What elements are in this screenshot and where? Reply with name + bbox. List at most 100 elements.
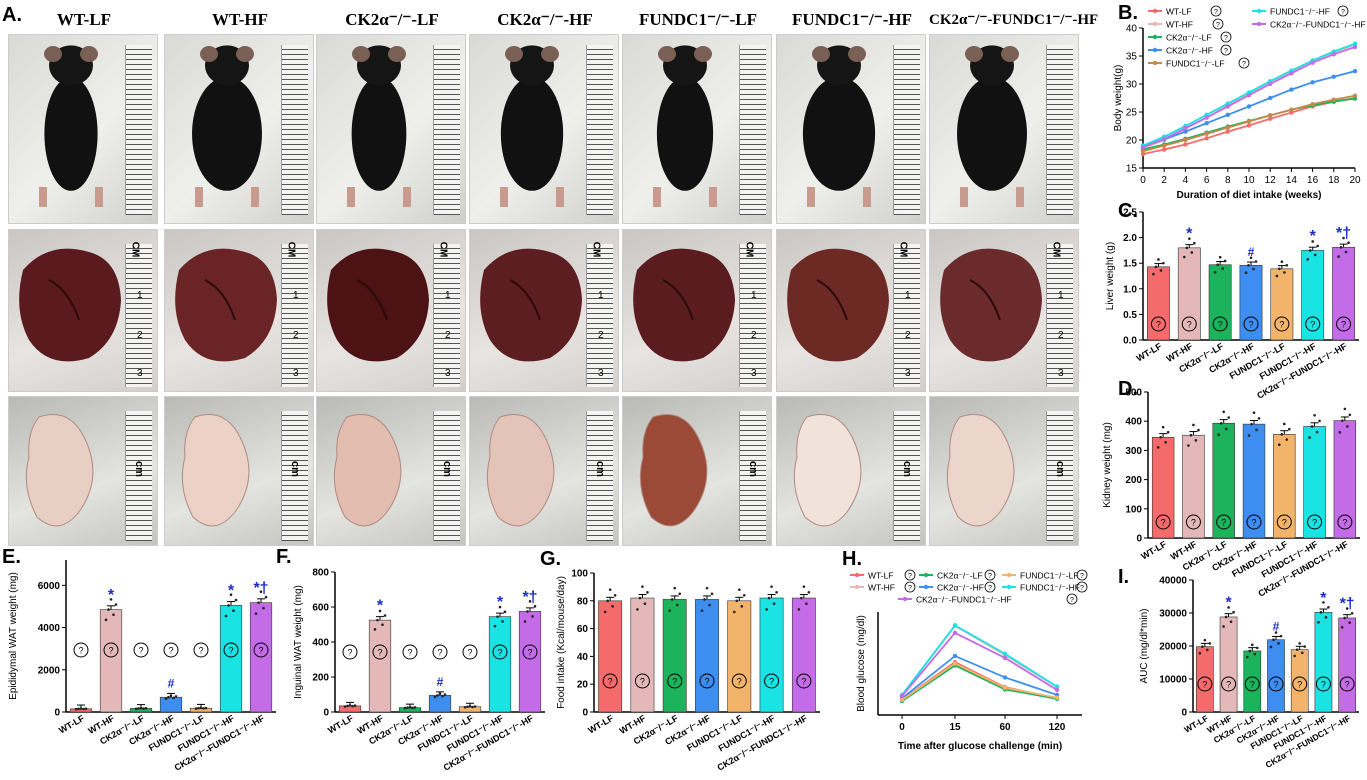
mouse-photo [469,34,619,224]
series-point [1140,145,1146,150]
data-point [767,596,771,600]
y-tick-label: 15 [1126,164,1138,175]
data-point [703,598,706,601]
data-point [376,618,379,622]
series-point [1225,129,1231,134]
series-line [901,662,1058,701]
data-point [705,586,709,590]
data-point [174,695,178,698]
data-point [1344,250,1348,254]
unknown-symbol-text: ? [1218,320,1223,330]
photo-column-title: CK2α⁻/⁻-LF [345,10,439,29]
series-point [1140,149,1146,154]
series-point [1204,115,1209,120]
data-point [735,599,739,603]
series-point [1204,136,1209,141]
significance-mark: * [497,594,504,611]
data-point [528,600,532,603]
unknown-symbol-icon [73,642,89,658]
data-point [74,707,78,711]
unknown-symbol-icon [1185,514,1201,530]
data-point [204,706,208,710]
data-point [1322,601,1325,604]
series-point [1289,87,1294,92]
series-point [952,661,958,666]
data-point [1255,646,1259,650]
liver-shape [327,248,429,362]
data-point [606,599,609,603]
data-point [1287,427,1291,431]
series-line [901,654,1058,700]
legend-unknown-text: ? [988,573,992,580]
data-point [1252,267,1255,271]
series-point [952,653,958,659]
data-point [603,610,607,614]
legend-unknown-text: ? [1080,573,1084,580]
unknown-symbol-text: ? [377,648,382,658]
data-point [441,694,444,698]
data-point [1192,241,1196,245]
data-point [1162,261,1165,265]
unknown-symbol-text: ? [407,648,412,658]
y-tick-label: 10000 [1159,675,1187,686]
data-point [668,609,672,612]
data-point [797,608,801,611]
ruler-number: 2 [1058,330,1064,341]
series-point [952,630,958,636]
category-label: WT-LF [1135,341,1164,364]
data-point [197,706,200,710]
data-point [737,588,741,591]
data-point [1319,611,1323,614]
series-point [1310,60,1315,65]
data-point [1198,651,1202,655]
series-point [1246,123,1252,128]
legend-unknown-text: ? [908,585,912,592]
y-tick-label: 0 [323,708,329,719]
data-point [675,603,679,607]
series-point [1225,104,1231,109]
unknown-symbol-icon [253,642,269,658]
unknown-symbol-icon [402,644,418,660]
ruler-number: 3 [598,368,604,379]
y-tick-label: 20 [1126,136,1138,147]
data-point [1224,427,1228,431]
series-point [1054,684,1060,689]
unknown-symbol-text: ? [1345,680,1350,690]
y-tick-label: 0 [582,708,588,719]
series-point [1183,142,1188,147]
y-tick-label: 300 [1125,446,1142,457]
legend-unknown-icon [1076,569,1088,581]
ruler [1046,45,1073,215]
data-point [1339,246,1343,249]
data-point [611,605,614,608]
panel-letter-h: H. [842,548,862,570]
y-tick-label: 400 [1125,417,1142,428]
data-point [1310,425,1314,428]
y-tick-label: 60 [577,624,589,635]
legend-marker [1152,8,1158,14]
wat-photo: cm [316,396,466,546]
data-point [343,705,347,708]
legend-label: WT-HF [868,583,895,593]
data-point [1245,655,1249,659]
bar [662,599,687,713]
series-point [1002,651,1008,656]
unknown-symbol-text: ? [1282,518,1287,528]
unknown-symbol-icon [133,642,149,658]
ruler-number: 3 [905,368,911,379]
data-point [643,602,647,606]
data-point [1277,443,1281,447]
unknown-symbol-icon [1181,316,1197,332]
data-point [1274,631,1278,634]
unknown-symbol-icon [1274,316,1290,332]
y-tick-label: 1.5 [1123,259,1137,270]
ruler [281,411,308,541]
bar [727,600,752,713]
data-point [1300,651,1304,655]
mouse-shape [957,45,1027,207]
unknown-symbol-text: ? [1161,518,1166,528]
series-point [1268,95,1273,101]
wat-photo: cm [929,396,1079,546]
legend-marker [923,584,929,590]
unknown-symbol-text: ? [1226,680,1231,690]
